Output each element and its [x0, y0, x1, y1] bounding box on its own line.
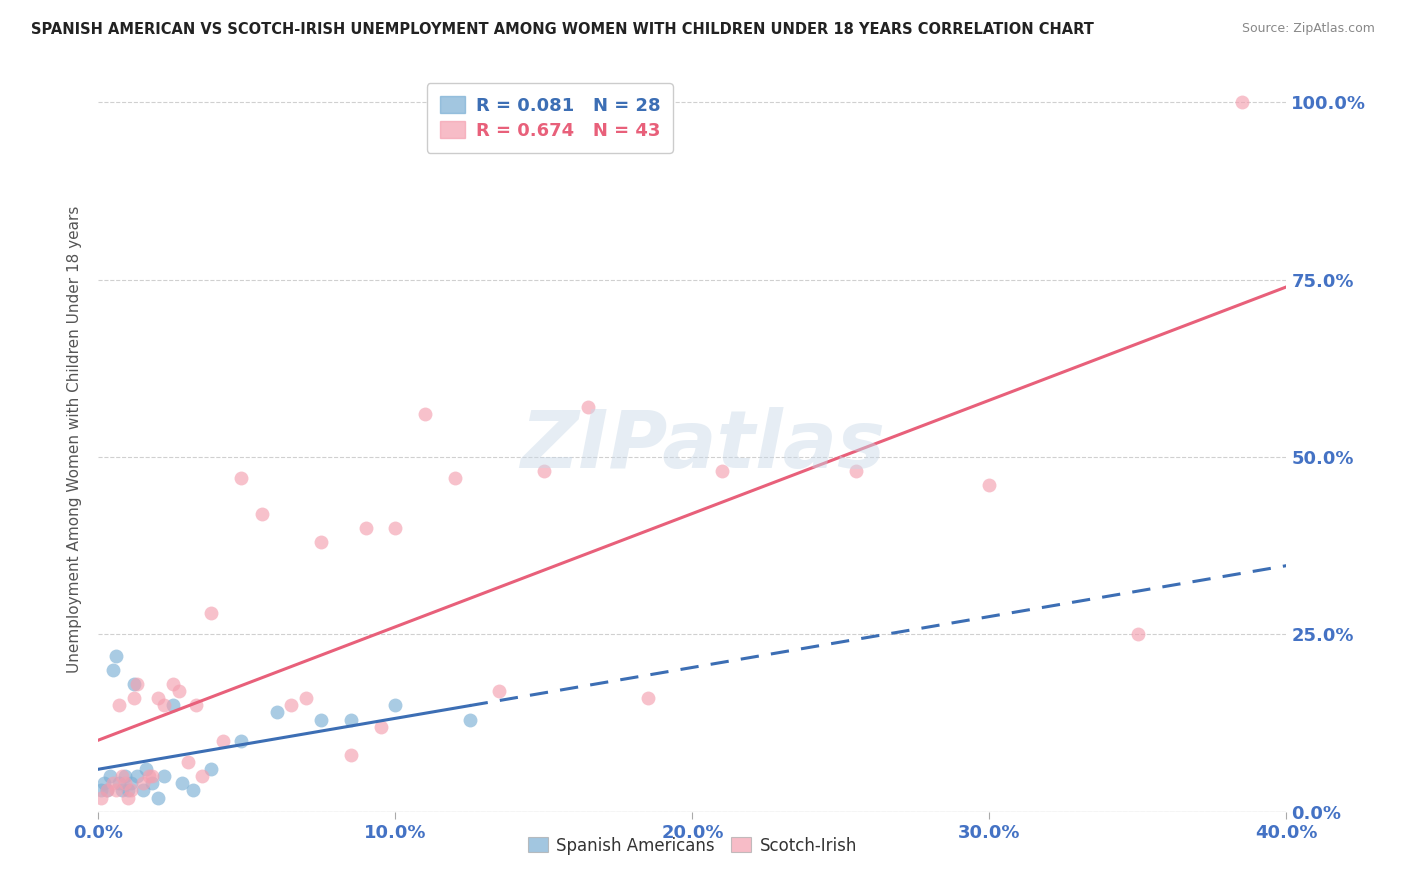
Point — [266, 706, 288, 720]
Point — [103, 776, 125, 790]
Point — [135, 762, 157, 776]
Point — [384, 698, 406, 713]
Point — [117, 790, 139, 805]
Text: Source: ZipAtlas.com: Source: ZipAtlas.com — [1241, 22, 1375, 36]
Point — [90, 790, 112, 805]
Point — [229, 733, 252, 747]
Point — [146, 691, 169, 706]
Point — [122, 691, 145, 706]
Text: SPANISH AMERICAN VS SCOTCH-IRISH UNEMPLOYMENT AMONG WOMEN WITH CHILDREN UNDER 18: SPANISH AMERICAN VS SCOTCH-IRISH UNEMPLO… — [31, 22, 1094, 37]
Point — [108, 698, 131, 713]
Point — [354, 521, 377, 535]
Point — [167, 684, 190, 698]
Point — [637, 691, 659, 706]
Point — [212, 733, 235, 747]
Point — [111, 783, 134, 797]
Point — [979, 478, 1001, 492]
Point — [186, 698, 208, 713]
Point — [141, 769, 163, 783]
Point — [229, 471, 252, 485]
Point — [105, 783, 128, 797]
Point — [250, 507, 273, 521]
Point — [309, 535, 332, 549]
Point — [1126, 627, 1149, 641]
Point — [103, 663, 125, 677]
Text: ZIPatlas: ZIPatlas — [520, 407, 886, 485]
Point — [125, 677, 148, 691]
Point — [578, 401, 600, 415]
Point — [146, 790, 169, 805]
Point — [114, 769, 136, 783]
Point — [105, 648, 128, 663]
Point — [162, 677, 184, 691]
Point — [295, 691, 318, 706]
Point — [96, 783, 118, 797]
Point — [200, 762, 222, 776]
Point — [141, 776, 163, 790]
Point — [309, 713, 332, 727]
Point — [125, 769, 148, 783]
Point — [458, 713, 481, 727]
Point — [111, 769, 134, 783]
Point — [200, 606, 222, 620]
Point — [152, 698, 174, 713]
Point — [413, 408, 436, 422]
Point — [443, 471, 465, 485]
Point — [98, 769, 121, 783]
Point — [191, 769, 214, 783]
Point — [170, 776, 193, 790]
Point — [711, 464, 734, 478]
Point — [132, 783, 155, 797]
Point — [370, 720, 392, 734]
Point — [117, 783, 139, 797]
Point — [533, 464, 555, 478]
Point — [120, 776, 142, 790]
Legend: Spanish Americans, Scotch-Irish: Spanish Americans, Scotch-Irish — [519, 829, 866, 863]
Point — [183, 783, 205, 797]
Point — [132, 776, 155, 790]
Point — [114, 776, 136, 790]
Point — [1230, 95, 1253, 110]
Point — [340, 713, 363, 727]
Point — [108, 776, 131, 790]
Y-axis label: Unemployment Among Women with Children Under 18 years: Unemployment Among Women with Children U… — [67, 206, 83, 673]
Point — [384, 521, 406, 535]
Point — [120, 783, 142, 797]
Point — [845, 464, 868, 478]
Point — [122, 677, 145, 691]
Point — [280, 698, 302, 713]
Point — [340, 747, 363, 762]
Point — [488, 684, 510, 698]
Point — [90, 783, 112, 797]
Point — [176, 755, 198, 769]
Point — [93, 776, 115, 790]
Point — [152, 769, 174, 783]
Point — [162, 698, 184, 713]
Point — [138, 769, 160, 783]
Point — [96, 783, 118, 797]
